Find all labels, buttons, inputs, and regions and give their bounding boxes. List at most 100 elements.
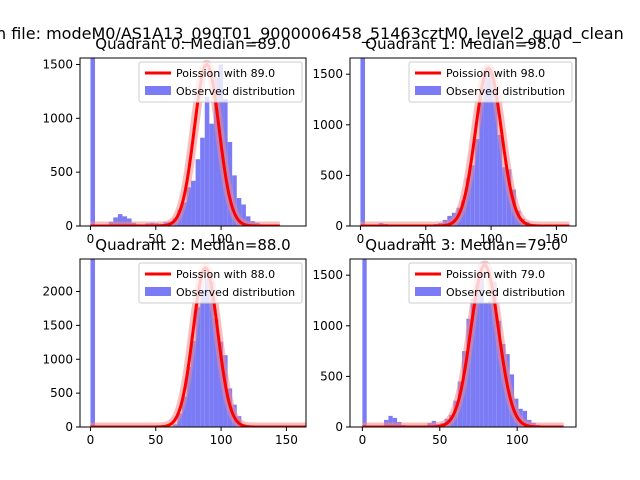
histogram-bar (470, 165, 475, 226)
histogram-bar (488, 73, 494, 226)
histogram-bar (191, 340, 196, 427)
histogram-bar (181, 396, 187, 427)
histogram-bar (392, 417, 398, 427)
legend-label-observed: Observed distribution (446, 85, 565, 98)
quadrant-1-title: Quadrant 1: Median=98.0 (365, 35, 560, 53)
y-tick-label: 1500 (312, 268, 343, 282)
y-tick-label: 0 (335, 219, 343, 233)
histogram-bar (209, 281, 214, 427)
quadrant-2-title: Quadrant 2: Median=88.0 (95, 236, 290, 254)
y-tick-label: 0 (335, 420, 343, 434)
x-tick-label: 0 (359, 433, 367, 447)
histogram-bar (209, 123, 214, 226)
histogram-bar (479, 97, 484, 226)
histogram-bar (200, 137, 205, 226)
histogram-bar (204, 277, 210, 427)
histogram-bar (362, 259, 367, 427)
x-tick-label: 100 (506, 433, 529, 447)
y-tick-label: 500 (50, 165, 73, 179)
y-tick-label: 1000 (312, 118, 343, 132)
histogram-bar (474, 138, 480, 226)
quadrant-0-plot-area (86, 58, 284, 226)
histogram-bar (191, 180, 196, 226)
histogram-bar (483, 303, 489, 427)
histogram-bar (488, 301, 493, 427)
histogram-bar (479, 272, 484, 427)
y-tick-label: 1500 (312, 67, 343, 81)
histogram-bar (90, 58, 96, 226)
y-tick-label: 500 (320, 369, 343, 383)
legend-bar-swatch (145, 287, 171, 296)
legend-label-poisson: Poission with 89.0 (176, 67, 275, 80)
quadrant-3-plot-area (358, 259, 568, 427)
x-tick-label: 150 (545, 232, 568, 246)
histogram-bar (493, 90, 498, 226)
legend-label-observed: Observed distribution (176, 85, 295, 98)
legend-label-observed: Observed distribution (176, 286, 295, 299)
figure-suptitle: n file: modeM0/AS1A13_090T01_9000006458_… (0, 24, 624, 44)
histogram-bar (236, 198, 242, 226)
legend-label-observed: Observed distribution (446, 286, 565, 299)
quadrant-0-title: Quadrant 0: Median=89.0 (95, 35, 290, 53)
quadrant-1-axes-frame (349, 57, 577, 227)
legend-box (408, 61, 573, 103)
histogram-bar (360, 58, 366, 226)
y-tick-label: 1500 (42, 57, 73, 71)
histogram-bar (213, 77, 219, 226)
y-tick-label: 1000 (42, 111, 73, 125)
quadrant-2-legend: Poission with 88.0 Observed distribution (138, 262, 303, 304)
legend-box (138, 61, 303, 103)
y-tick-label: 1000 (312, 319, 343, 333)
x-tick-label: 50 (432, 433, 447, 447)
x-tick-label: 50 (148, 433, 163, 447)
histogram-bar (475, 285, 480, 427)
histogram-bar (483, 74, 489, 226)
histogram-bar (522, 410, 528, 427)
y-tick-label: 1000 (42, 352, 73, 366)
y-tick-label: 1500 (42, 318, 73, 332)
quadrant-2-axes-frame (79, 258, 307, 428)
legend-label-poisson: Poission with 98.0 (446, 67, 545, 80)
quadrant-3-legend: Poission with 79.0 Observed distribution (408, 262, 573, 304)
x-tick-label: 100 (210, 433, 233, 447)
quadrant-3-title: Quadrant 3: Median=79.0 (365, 236, 560, 254)
y-tick-label: 0 (65, 420, 73, 434)
y-tick-label: 2000 (42, 285, 73, 299)
histogram-bar (186, 366, 192, 427)
x-tick-label: 100 (210, 232, 233, 246)
histogram-bar (388, 415, 393, 427)
y-tick-label: 0 (65, 219, 73, 233)
histogram-bar (492, 282, 497, 427)
legend-label-poisson: Poission with 79.0 (446, 268, 545, 281)
x-tick-label: 100 (480, 232, 503, 246)
quadrant-3-axes-frame (349, 258, 577, 428)
legend-box (408, 262, 573, 304)
histogram-bar (186, 187, 192, 226)
legend-bar-swatch (415, 287, 441, 296)
y-tick-label: 500 (320, 168, 343, 182)
histogram-bar (181, 202, 187, 226)
x-tick-label: 50 (418, 232, 433, 246)
quadrant-0-legend: Poission with 89.0 Observed distribution (138, 61, 303, 103)
x-tick-label: 50 (148, 232, 163, 246)
histogram-bar (195, 159, 201, 226)
x-tick-label: 0 (87, 433, 95, 447)
legend-label-poisson: Poission with 88.0 (176, 268, 275, 281)
x-tick-label: 150 (275, 433, 298, 447)
x-tick-label: 0 (357, 232, 365, 246)
histogram-bar (497, 134, 503, 226)
quadrant-0-axes-frame (79, 57, 307, 227)
histogram-bar (496, 320, 502, 427)
x-tick-label: 0 (87, 232, 95, 246)
histogram-bar (195, 307, 201, 427)
histogram-bar (470, 298, 476, 427)
histogram-bar (90, 259, 96, 427)
histogram-bar (200, 289, 205, 427)
y-tick-label: 500 (50, 386, 73, 400)
histogram-bar (204, 96, 210, 226)
